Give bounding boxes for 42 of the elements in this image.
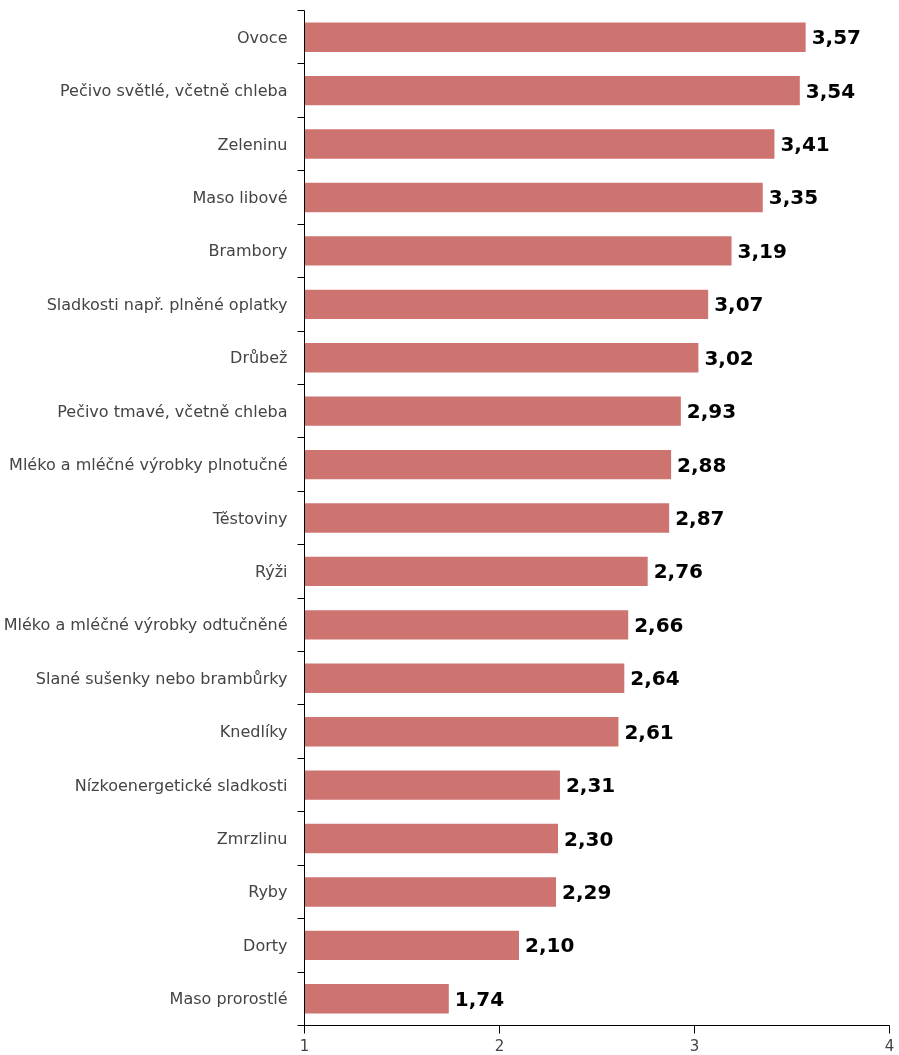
y-tick-label: Mléko a mléčné výrobky odtučněné [3,615,288,635]
data-label: 3,35 [768,185,819,210]
data-label: 2,76 [653,559,704,584]
data-label: 3,07 [714,292,764,317]
x-tick-label: 3 [689,1036,700,1055]
data-label: 3,41 [780,132,830,157]
x-tick-label: 1 [299,1036,310,1055]
y-tick-label: Maso libové [192,187,288,207]
data-label: 2,66 [634,612,684,637]
y-tick-label: Zeleninu [217,134,288,154]
y-tick-label: Ryby [248,882,288,902]
y-tick-label: Sladkosti např. plněné oplatky [46,294,288,314]
data-label: 3,54 [805,78,856,103]
y-tick-label: Těstoviny [211,508,288,528]
data-label: 3,02 [704,345,754,370]
y-tick-label: Dorty [243,935,288,955]
x-tick-label: 2 [494,1036,505,1055]
data-label: 2,31 [565,773,616,798]
data-label: 3,57 [811,25,862,50]
y-tick-label: Zmrzlinu [216,829,288,849]
y-tick-label: Mléko a mléčné výrobky plnotučné [9,455,288,475]
data-label: 2,61 [624,719,674,744]
data-label: 2,93 [686,399,737,424]
y-tick-label: Pečivo tmavé, včetně chleba [57,401,288,421]
data-label: 2,30 [564,826,614,851]
y-tick-label: Knedlíky [219,722,288,742]
data-label: 2,88 [677,452,727,477]
data-label: 2,10 [525,933,575,958]
y-tick-label: Rýži [254,561,288,581]
data-label: 1,74 [454,986,505,1011]
data-label: 2,87 [675,506,725,530]
y-tick-label: Pečivo světlé, včetně chleba [59,81,288,101]
data-label: 2,64 [630,666,680,691]
data-label: 2,29 [562,879,612,904]
y-tick-label: Ovoce [237,27,288,47]
y-tick-label: Maso prorostlé [169,989,288,1009]
y-tick-label: Brambory [208,241,288,261]
y-tick-label: Slané sušenky nebo brambůrky [35,668,288,688]
data-label: 3,19 [737,238,787,263]
y-tick-label: Nízkoenergetické sladkosti [74,775,288,795]
x-tick-label: 4 [884,1036,895,1055]
y-tick-label: Drůbež [230,348,288,368]
